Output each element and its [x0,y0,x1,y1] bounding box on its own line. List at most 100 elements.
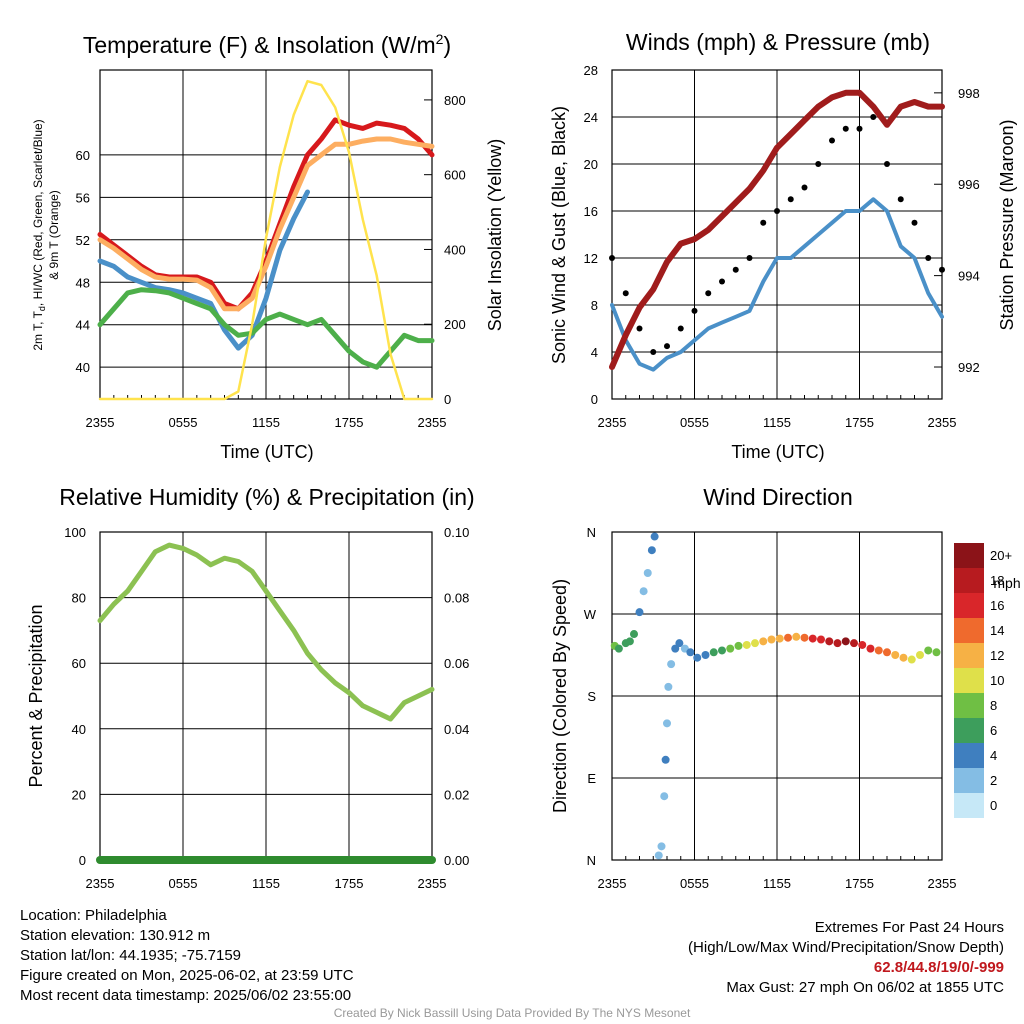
latlon-text: Station lat/lon: 44.1935; -75.7159 [20,947,242,964]
colorbar-label: 6 [990,723,997,738]
temperature-y-label: 2m T, Td, HI/WC (Red, Green, Scarlet/Blu… [31,119,47,350]
direction-point [701,651,710,659]
gust-point [911,219,918,226]
direction-point [635,608,644,617]
y2-tick-label: 0.00 [444,853,469,868]
direction-point [643,569,652,577]
gust-point [774,208,780,214]
direction-point [625,637,634,646]
direction-point [647,546,656,555]
y-tick-label: S [587,689,596,704]
y-tick-label: E [587,771,596,786]
gust-point [650,349,657,355]
gust-point [787,196,794,203]
gust-point [815,161,822,167]
colorbar-label: 18 [990,573,1004,588]
direction-point [663,719,671,728]
x-tick-label: 0555 [680,876,709,891]
direction-point [718,646,726,655]
y-tick-label: 20 [584,157,598,172]
y2-tick-label: 200 [444,317,466,332]
series-line [97,542,435,722]
y2-tick-label: 994 [958,269,980,284]
colorbar-label: 10 [990,673,1004,688]
direction-point [907,655,916,664]
direction-point [866,644,875,653]
gust-point [677,325,684,332]
insolation-y-label: Solar Insolation (Yellow) [485,139,505,331]
x-tick-label: 2355 [86,876,115,891]
temperature-panel: Temperature (F) & Insolation (W/m2) Time… [31,31,505,462]
direction-point [654,851,663,860]
direction-point [899,653,908,662]
credit-text: Created By Nick Bassill Using Data Provi… [333,1006,691,1020]
y-tick-label: 12 [584,251,598,266]
colorbar-swatch [954,693,984,718]
colorbar-swatch [954,718,984,743]
colorbar-swatch [954,593,984,618]
gust-point [760,219,767,226]
x-tick-label: 0555 [169,415,198,430]
extremes-subtitle: (High/Low/Max Wind/Precipitation/Snow De… [688,939,1004,956]
winds-title: Winds (mph) & Pressure (mb) [626,29,930,55]
y2-tick-label: 992 [958,360,980,375]
direction-point [630,630,638,639]
direction-point [924,646,933,655]
x-tick-label: 2355 [418,876,447,891]
x-tick-label: 1755 [845,876,874,891]
colorbar-swatch [954,568,984,593]
direction-point [808,634,817,643]
extremes-title: Extremes For Past 24 Hours [814,919,1004,936]
direction-point [784,633,792,642]
direction-point [874,646,883,655]
humidity-panel: Relative Humidity (%) & Precipitation (i… [26,484,475,788]
gust-point [719,278,725,285]
colorbar-label: 20+ [990,548,1012,563]
direction-point [614,644,623,653]
y-tick-label: 60 [76,148,90,163]
y-tick-label: N [587,525,596,540]
y-tick-label: 16 [584,204,598,219]
y-tick-label: W [584,607,597,622]
y2-tick-label: 0.02 [444,787,469,802]
direction-point [657,842,666,851]
y2-tick-label: 0.08 [444,591,469,606]
temperature-y-label-line2: & 9m T (Orange) [47,190,61,280]
series-line [610,197,944,372]
y2-tick-label: 998 [958,86,980,101]
direction-point [661,755,670,764]
series-line [97,287,435,370]
direction-point [833,639,842,648]
direction-point [734,641,743,650]
colorbar-label: 8 [990,698,997,713]
winds-y-label: Sonic Wind & Gust (Blue, Black) [549,106,569,364]
y-tick-label: 24 [584,110,598,125]
temperature-x-label: Time (UTC) [220,442,313,462]
recent-text: Most recent data timestamp: 2025/06/02 2… [20,987,352,1004]
direction-point [916,651,924,659]
extremes-info: Extremes For Past 24 Hours (High/Low/Max… [688,918,1004,998]
gust-point [801,184,808,191]
colorbar-label: 14 [990,623,1004,638]
temperature-title: Temperature (F) & Insolation (W/m2) [83,31,451,58]
direction-point [742,640,751,649]
extremes-values: 62.8/44.8/19/0/-999 [873,959,1004,976]
colorbar-swatch [954,793,984,818]
y2-tick-label: 0.10 [444,525,469,540]
gust-point [691,307,698,314]
colorbar-swatch [954,543,984,568]
direction-point [650,532,659,541]
x-tick-label: 1155 [252,876,280,891]
y2-tick-label: 996 [958,177,980,192]
x-tick-label: 2355 [928,876,957,891]
y-tick-label: 52 [76,233,90,248]
wind-direction-title: Wind Direction [703,484,853,510]
colorbar-title: mph [993,575,1020,591]
direction-point [686,648,695,657]
direction-point [726,644,735,653]
gust-point [705,290,712,297]
y-tick-label: 28 [584,63,598,78]
y-tick-label: 60 [72,656,86,671]
colorbar-label: 2 [990,773,997,788]
x-tick-label: 2355 [86,415,115,430]
